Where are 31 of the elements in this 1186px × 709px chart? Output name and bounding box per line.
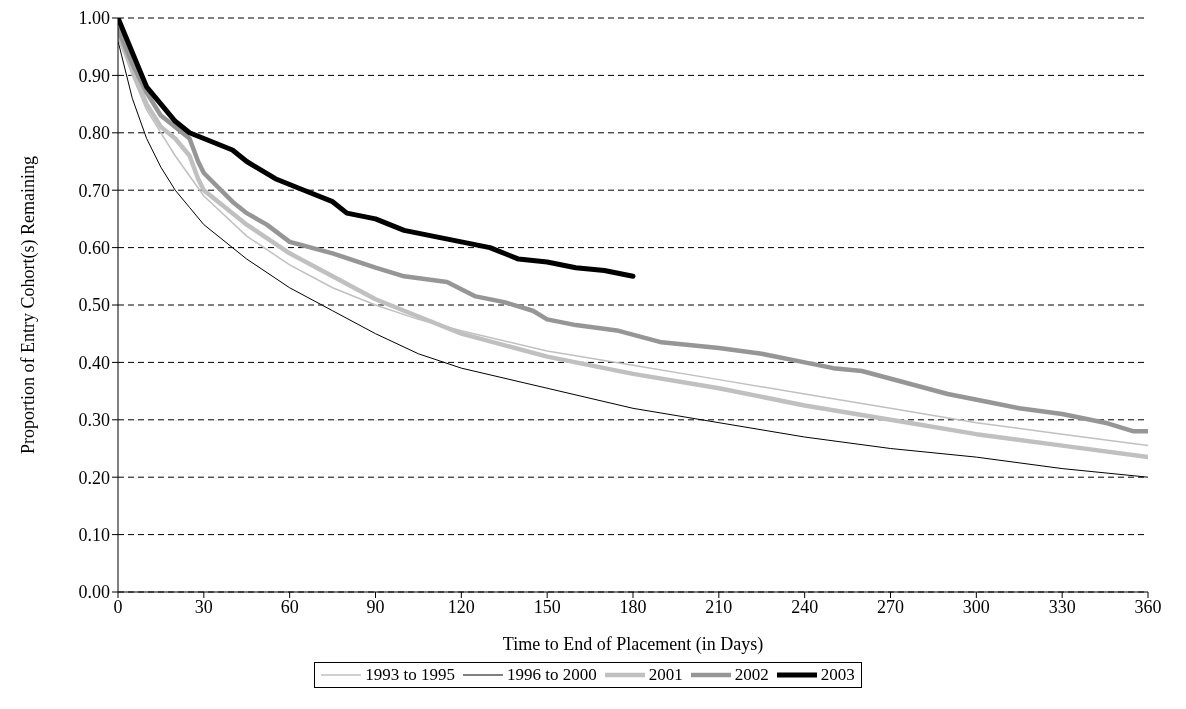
y-tick-label: 0.10 — [78, 524, 110, 545]
x-tick-label: 150 — [533, 596, 561, 617]
y-tick-label: 0.90 — [78, 65, 110, 86]
y-tick-label: 0.30 — [78, 410, 110, 431]
y-tick-label: 0.50 — [78, 295, 110, 316]
x-tick-label: 360 — [1134, 596, 1162, 617]
x-tick-label: 60 — [280, 596, 299, 617]
x-tick-label: 120 — [447, 596, 475, 617]
y-tick-label: 0.80 — [78, 123, 110, 144]
y-tick-label: 1.00 — [78, 8, 110, 29]
y-axis-title: Proportion of Entry Cohort(s) Remaining — [18, 156, 40, 454]
x-tick-label: 330 — [1048, 596, 1076, 617]
y-tick-label: 0.40 — [78, 352, 110, 373]
x-tick-label: 210 — [705, 596, 733, 617]
y-tick-label: 0.60 — [78, 237, 110, 258]
legend-label: 1996 to 2000 — [507, 665, 597, 685]
y-tick-label: 0.70 — [78, 180, 110, 201]
x-tick-label: 0 — [113, 596, 123, 617]
x-tick-label: 300 — [962, 596, 990, 617]
legend-label: 2002 — [734, 665, 769, 685]
y-tick-label: 0.20 — [78, 467, 110, 488]
x-axis-title: Time to End of Placement (in Days) — [502, 634, 764, 655]
legend-label: 1993 to 1995 — [365, 665, 455, 685]
x-tick-label: 30 — [194, 596, 213, 617]
x-tick-label: 270 — [877, 596, 904, 617]
x-tick-label: 90 — [366, 596, 385, 617]
x-tick-label: 180 — [619, 596, 647, 617]
legend-label: 2001 — [648, 665, 683, 685]
y-tick-label: 0.00 — [78, 582, 110, 603]
legend-label: 2003 — [820, 665, 855, 685]
x-tick-label: 240 — [791, 596, 819, 617]
